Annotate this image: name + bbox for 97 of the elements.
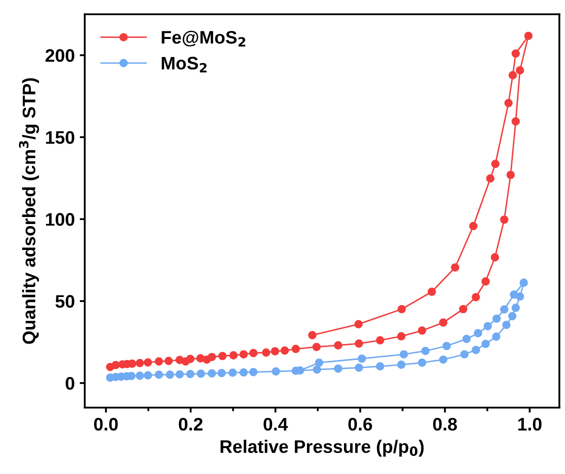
point bbox=[270, 347, 280, 356]
point bbox=[112, 360, 120, 370]
point bbox=[208, 352, 216, 362]
point bbox=[249, 368, 258, 376]
point bbox=[136, 372, 144, 380]
y-tick-label: 100 bbox=[46, 213, 74, 226]
y-axis-title: Quanlity adsorbed (cm$^{3}$/g STP) bbox=[18, 78, 40, 344]
point bbox=[458, 304, 468, 314]
point bbox=[450, 263, 460, 272]
point bbox=[398, 304, 406, 314]
legend-label: Fe@MoS$_{2}$ bbox=[162, 30, 246, 47]
x-tick-label: 0.2 bbox=[178, 418, 203, 431]
y-tick-label: 50 bbox=[56, 295, 74, 308]
point bbox=[186, 354, 194, 364]
point bbox=[186, 370, 194, 378]
x-tick-label: 0.8 bbox=[433, 418, 457, 431]
point bbox=[312, 365, 322, 374]
x-axis-title: Relative Pressure (p/p$_{0}$) bbox=[220, 440, 424, 457]
point bbox=[128, 360, 136, 368]
point bbox=[400, 350, 408, 359]
point bbox=[512, 49, 520, 58]
point bbox=[144, 358, 152, 367]
point bbox=[418, 326, 426, 335]
point bbox=[491, 160, 500, 168]
point bbox=[418, 358, 426, 367]
point bbox=[262, 348, 270, 357]
point bbox=[504, 98, 513, 108]
point bbox=[397, 332, 406, 340]
point bbox=[442, 342, 451, 350]
point bbox=[176, 370, 184, 379]
point bbox=[218, 352, 227, 360]
point bbox=[136, 358, 144, 368]
point bbox=[524, 32, 533, 40]
point bbox=[502, 320, 511, 330]
point bbox=[492, 314, 501, 323]
point bbox=[421, 346, 430, 356]
y-tick-label: 0 bbox=[66, 376, 74, 390]
point bbox=[490, 253, 500, 262]
point bbox=[272, 367, 280, 376]
point bbox=[512, 117, 520, 126]
point bbox=[472, 292, 480, 302]
point bbox=[334, 364, 342, 373]
point bbox=[217, 368, 226, 378]
point bbox=[166, 370, 174, 379]
x-tick-label: 1.0 bbox=[518, 418, 542, 431]
point bbox=[492, 332, 500, 341]
point bbox=[354, 339, 364, 348]
point bbox=[508, 312, 516, 320]
point bbox=[481, 340, 490, 348]
point bbox=[312, 342, 321, 352]
point bbox=[469, 222, 478, 230]
point bbox=[229, 351, 238, 360]
y-tick-label: 200 bbox=[46, 49, 74, 62]
point bbox=[376, 362, 384, 370]
point bbox=[510, 290, 518, 299]
point bbox=[500, 215, 508, 224]
point bbox=[208, 369, 216, 378]
point bbox=[334, 341, 342, 350]
point bbox=[308, 331, 316, 340]
point bbox=[358, 354, 366, 363]
point bbox=[512, 304, 520, 312]
point bbox=[228, 368, 237, 377]
point bbox=[506, 170, 515, 180]
point bbox=[508, 71, 517, 80]
point bbox=[516, 66, 524, 74]
point bbox=[439, 318, 448, 327]
point bbox=[460, 350, 469, 359]
point bbox=[154, 370, 164, 379]
point bbox=[196, 370, 206, 378]
point bbox=[164, 356, 173, 366]
point bbox=[397, 360, 406, 369]
point bbox=[520, 278, 528, 287]
point bbox=[428, 288, 436, 296]
point bbox=[474, 329, 482, 338]
point bbox=[462, 334, 471, 344]
y-tick-label: 150 bbox=[46, 131, 74, 144]
point bbox=[280, 346, 289, 355]
point bbox=[472, 346, 480, 354]
point bbox=[239, 368, 248, 377]
point bbox=[144, 371, 152, 380]
x-tick-label: 0.4 bbox=[264, 418, 288, 431]
x-tick-label: 0.0 bbox=[94, 418, 118, 431]
point bbox=[486, 174, 494, 183]
point bbox=[354, 320, 363, 328]
point bbox=[314, 358, 324, 367]
point bbox=[354, 363, 364, 372]
point bbox=[292, 344, 300, 354]
x-tick-label: 0.6 bbox=[348, 418, 372, 431]
legend-label: MoS$_{2}$ bbox=[162, 56, 207, 72]
point bbox=[500, 305, 508, 314]
point bbox=[239, 350, 248, 359]
point bbox=[376, 336, 384, 344]
point bbox=[154, 357, 164, 366]
point bbox=[481, 277, 490, 286]
point bbox=[249, 348, 258, 358]
point bbox=[439, 355, 448, 364]
point bbox=[484, 322, 492, 330]
